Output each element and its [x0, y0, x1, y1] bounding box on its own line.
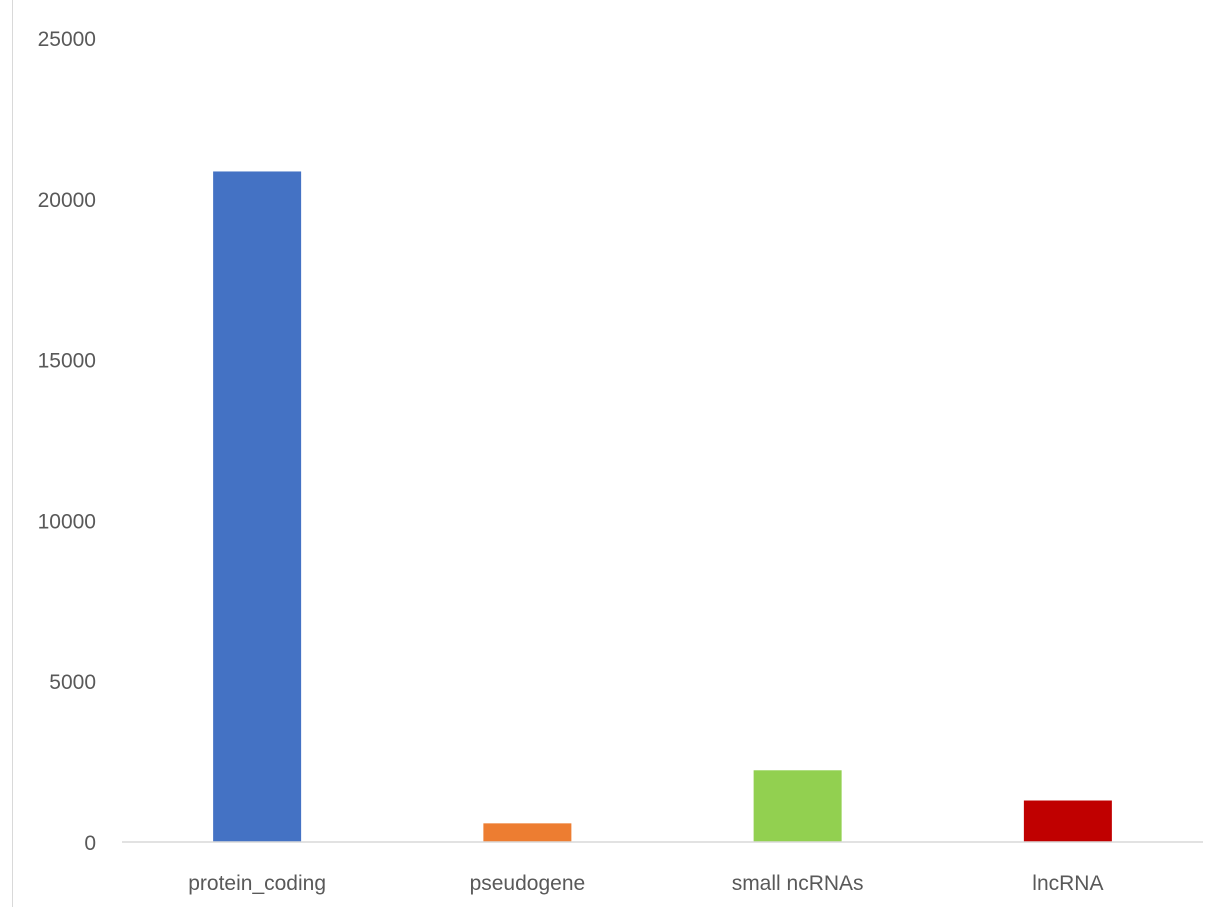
- x-category-label: pseudogene: [470, 872, 586, 895]
- bar-lncrna: [1023, 800, 1112, 842]
- x-category-label: small ncRNAs: [732, 872, 864, 895]
- bar-protein-coding: [213, 171, 302, 843]
- y-tick-label: 0: [84, 832, 96, 855]
- y-tick-label: 5000: [49, 671, 96, 694]
- x-category-label: protein_coding: [188, 872, 326, 895]
- bar-series: [213, 171, 1112, 843]
- chart-border-line: [12, 0, 13, 907]
- y-axis-tick-labels: 0 5000 10000 15000 20000 25000: [38, 28, 96, 855]
- y-tick-label: 25000: [38, 28, 96, 51]
- bar-small-ncrnas: [753, 770, 842, 842]
- bar-pseudogene: [483, 823, 572, 842]
- x-category-label: lncRNA: [1032, 872, 1103, 895]
- x-axis-category-labels: protein_coding pseudogene small ncRNAs lncR…: [188, 872, 1103, 895]
- y-tick-label: 20000: [38, 189, 96, 212]
- y-tick-label: 15000: [38, 350, 96, 373]
- y-tick-label: 10000: [38, 510, 96, 533]
